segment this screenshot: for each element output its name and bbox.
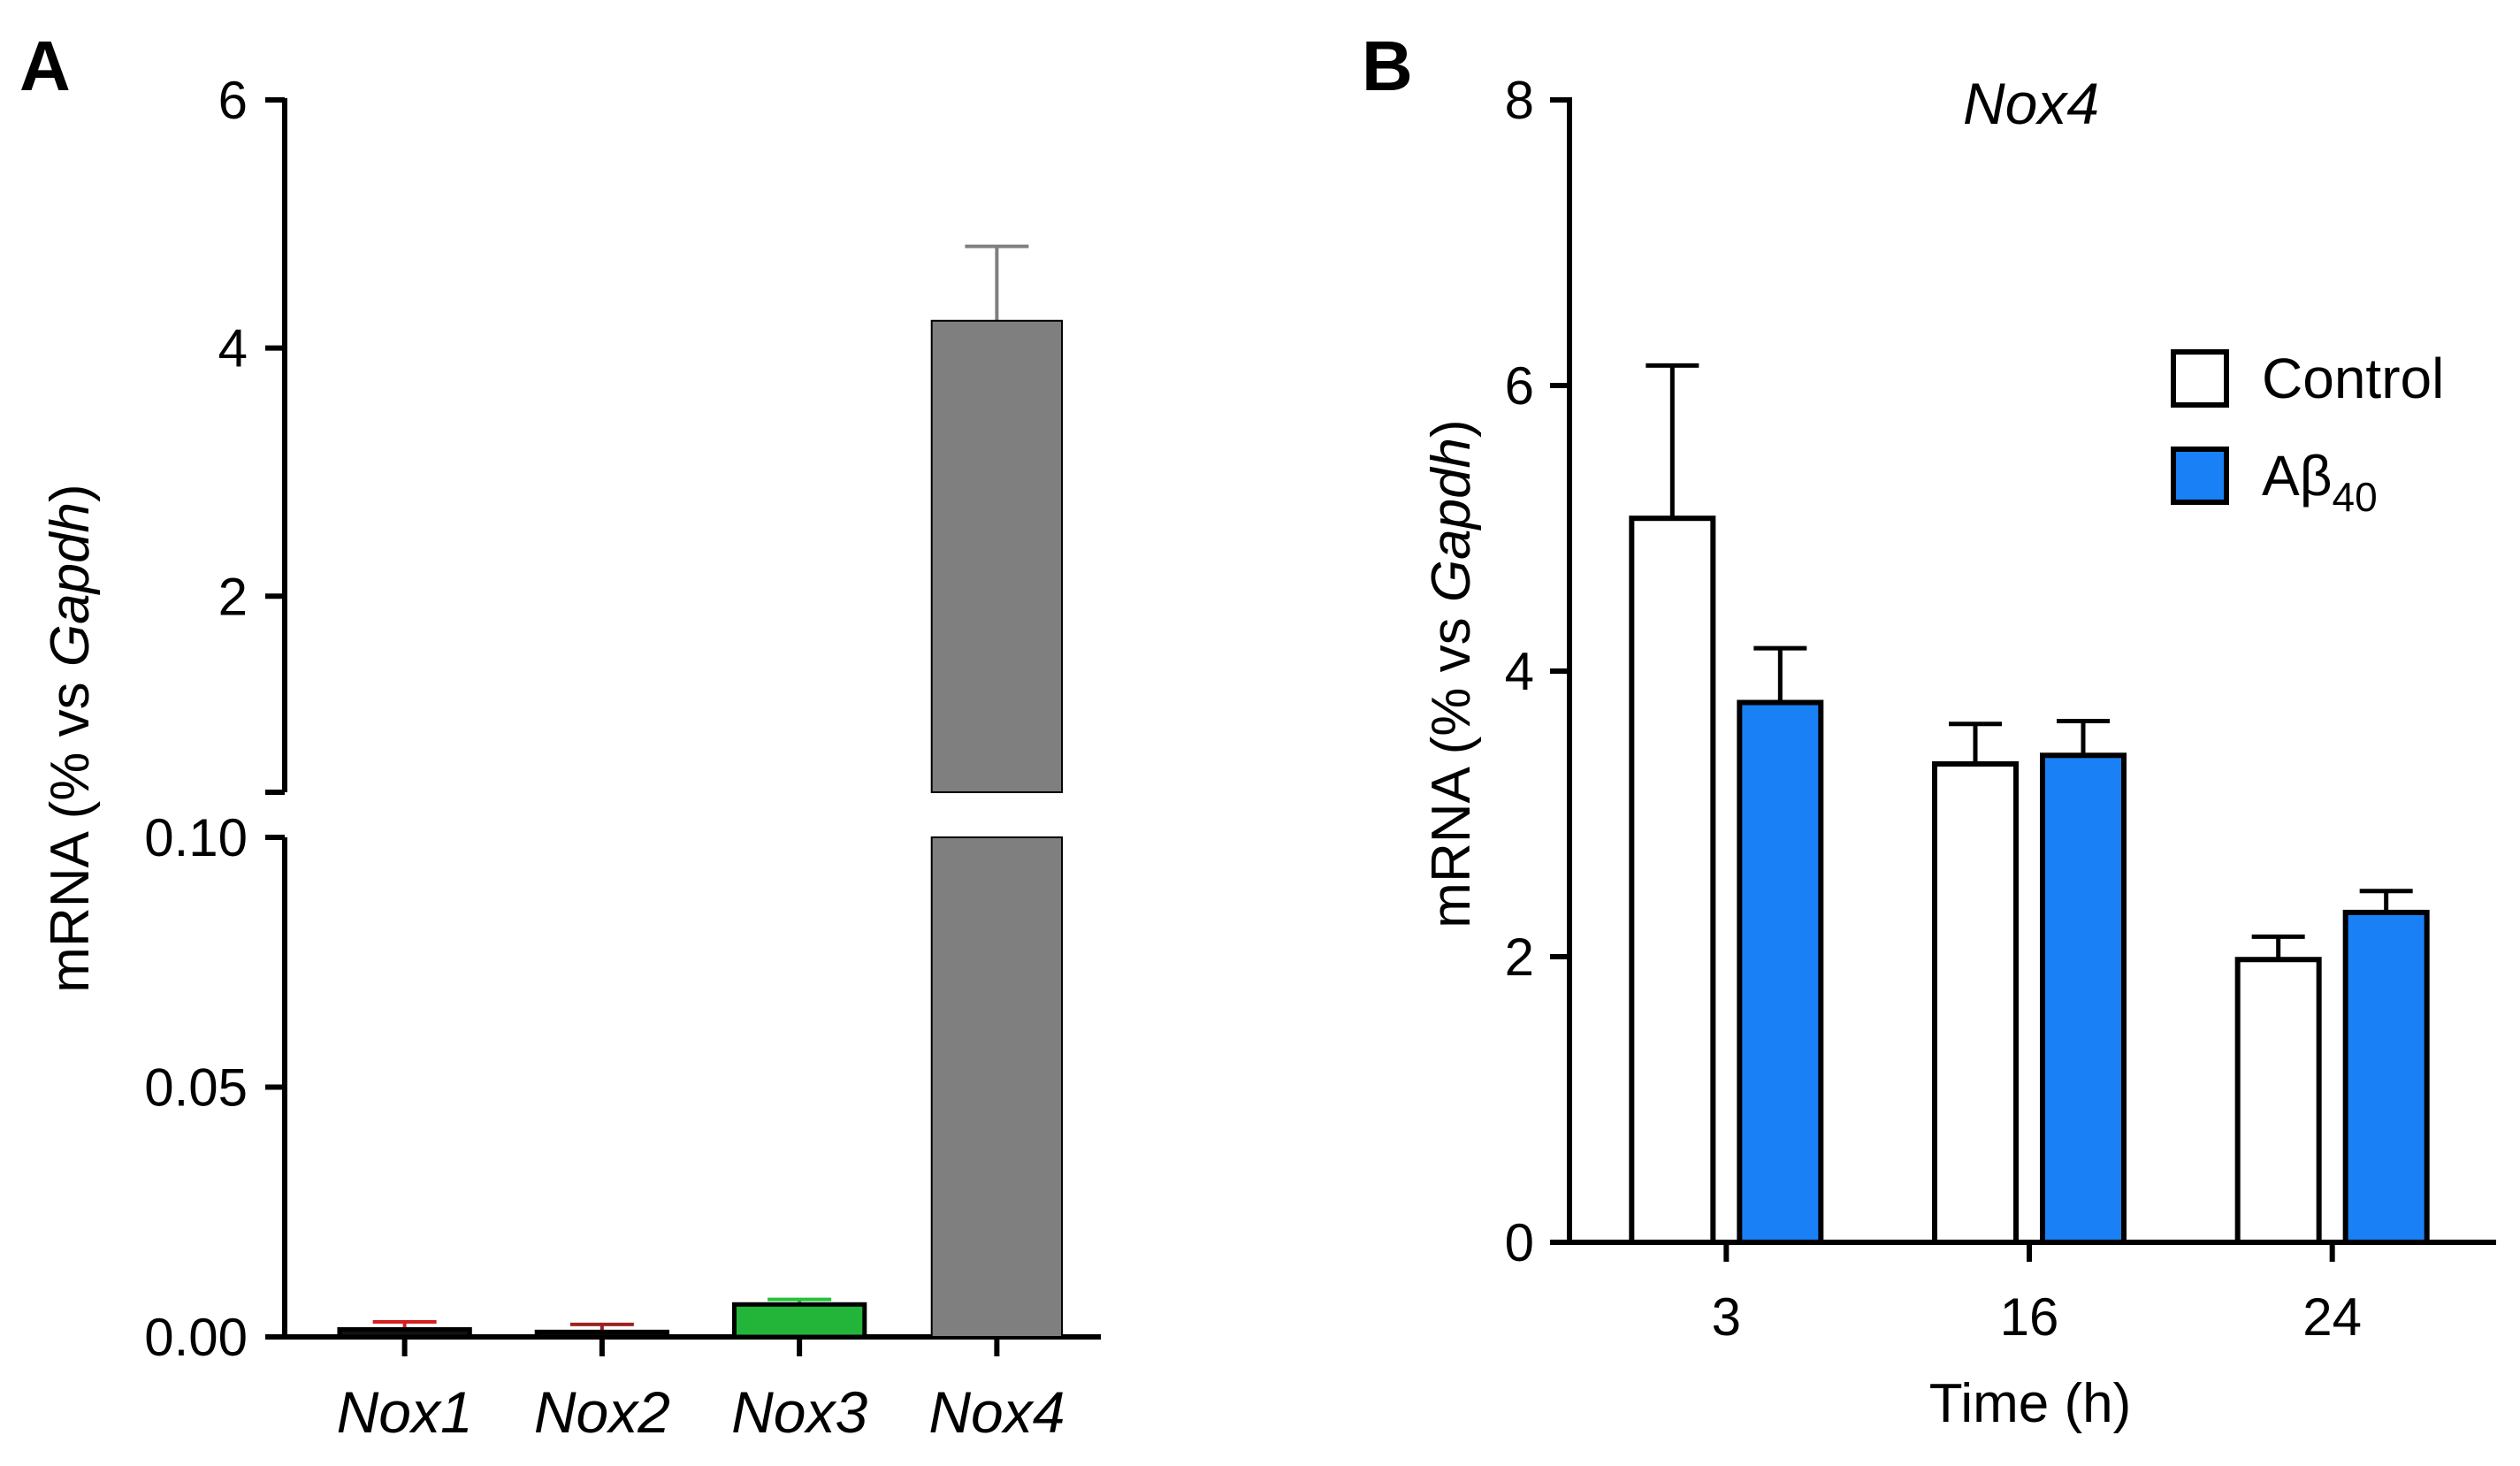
panel-a-x-tick-label: Nox4 — [928, 1379, 1065, 1445]
panel-a-bar-lower — [930, 836, 1064, 1338]
panel-a-bar — [731, 1302, 867, 1340]
panel-b-bars — [1629, 363, 2430, 1246]
panel-b-bar-control — [2234, 957, 2322, 1245]
panel-b-bar-abeta40 — [1737, 699, 1824, 1245]
panel-a-y-tick-label: 2 — [218, 567, 248, 626]
panel-b: B Nox4 mRNA (% vs Gapdh) Time (h) 024683… — [1362, 27, 2496, 1434]
panel-b-y-tick-label: 6 — [1505, 356, 1534, 416]
panel-b-y-tick-label: 0 — [1505, 1213, 1534, 1272]
panel-b-y-tick-label: 8 — [1505, 71, 1534, 130]
panel-b-x-tick-label: 16 — [2000, 1287, 2059, 1347]
panel-a-y-tick-label: 0.00 — [144, 1308, 248, 1367]
panel-a-x-tick-label: Nox1 — [337, 1379, 473, 1445]
panel-a-y-tick-label: 0.05 — [144, 1058, 248, 1118]
panel-a-x-tick-label: Nox3 — [731, 1379, 867, 1445]
legend-label-control: Control — [2262, 347, 2444, 410]
panel-b-bar-control — [1932, 760, 2019, 1245]
panel-a-x-tick-label: Nox2 — [534, 1379, 670, 1445]
panel-a-axes: 0.00 0.05 0.10 2 4 6 — [144, 71, 1101, 1367]
panel-a-y-axis-title: mRNA (% vs Gapdh) — [40, 484, 101, 992]
panel-b-x-tick-label: 3 — [1712, 1287, 1741, 1347]
panel-b-bar-abeta40 — [2040, 752, 2127, 1245]
panel-b-letter: B — [1362, 27, 1413, 105]
panel-b-y-axis-title: mRNA (% vs Gapdh) — [1421, 419, 1482, 928]
panel-a-bar — [337, 1327, 472, 1340]
panel-b-bar-control — [1629, 515, 1716, 1245]
panel-a: A mRNA (% vs Gapdh) 0.00 0.05 0.10 2 4 6 Nox1… — [19, 27, 1101, 1445]
legend-swatch-abeta40 — [2171, 447, 2229, 505]
panel-a-bar-upper — [930, 319, 1064, 794]
panel-b-y-tick-label: 4 — [1505, 642, 1534, 701]
panel-b-x-axis-title: Time (h) — [1929, 1373, 2131, 1434]
panel-a-y-tick-label: 6 — [218, 71, 248, 130]
panel-b-x-tick-label: 24 — [2302, 1287, 2362, 1347]
panel-a-x-tick-labels: Nox1 Nox2 Nox3 Nox4 — [337, 1379, 1065, 1445]
legend-swatch-control — [2171, 349, 2229, 408]
panel-a-bars — [337, 244, 1064, 1340]
panel-b-legend: Control Aβ40 — [2171, 347, 2444, 520]
panel-a-y-tick-label: 0.10 — [144, 808, 248, 867]
legend-label-abeta40: Aβ40 — [2262, 444, 2378, 520]
panel-b-y-tick-label: 2 — [1505, 928, 1534, 987]
panel-a-bar — [534, 1329, 670, 1340]
panel-b-bar-abeta40 — [2342, 909, 2430, 1246]
panel-b-chart-title: Nox4 — [1963, 71, 2099, 136]
panel-a-y-tick-label: 4 — [218, 319, 248, 378]
panel-a-letter: A — [19, 27, 71, 105]
